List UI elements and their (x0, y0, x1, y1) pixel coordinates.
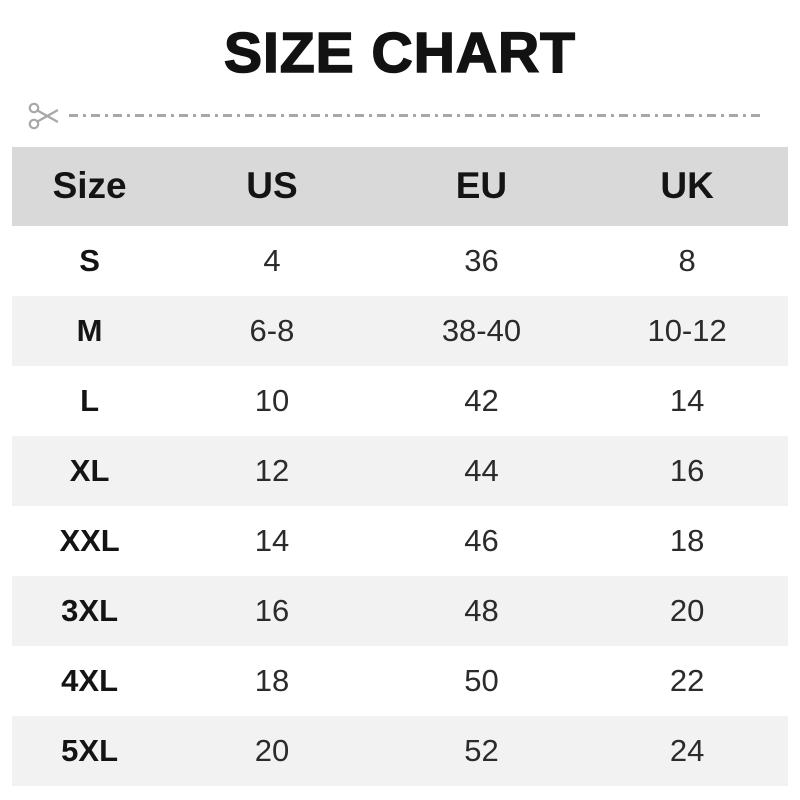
us-cell: 10 (254, 382, 290, 418)
size-chart-table: Size US EU UK S 4 36 8 M 6-8 38-40 10-12… (12, 146, 788, 786)
uk-cell: 22 (669, 662, 705, 698)
table-header: Size US EU UK (12, 146, 788, 226)
us-cell: 20 (167, 715, 377, 786)
eu-cell: 38-40 (376, 295, 587, 366)
dashed-cut-line (69, 114, 764, 118)
us-cell: 6-8 (167, 295, 377, 366)
uk-cell: 14 (669, 382, 705, 418)
size-chart-page: SIZE CHART Size US EU UK S (0, 21, 800, 800)
table-row: 5XL 20 52 24 (12, 715, 788, 786)
us-cell: 4 (263, 242, 281, 278)
size-cell: S (79, 242, 100, 278)
us-cell: 14 (254, 522, 290, 558)
eu-cell: 50 (464, 662, 499, 698)
size-cell: XL (12, 435, 168, 506)
column-header-uk: UK (586, 146, 788, 226)
uk-cell: 18 (669, 522, 705, 558)
cut-line-divider (26, 95, 786, 137)
size-cell: L (80, 382, 100, 418)
eu-cell: 46 (464, 522, 499, 558)
table-row: M 6-8 38-40 10-12 (12, 295, 788, 366)
size-cell: 5XL (12, 715, 168, 786)
uk-cell: 10-12 (586, 295, 788, 366)
column-header-size: Size (12, 146, 168, 226)
table-row: L 10 42 14 (12, 366, 788, 436)
page-title: SIZE CHART (223, 21, 576, 85)
size-cell: 3XL (12, 575, 168, 646)
eu-cell: 42 (464, 382, 499, 418)
table-row: 4XL 18 50 22 (12, 646, 788, 716)
us-cell: 12 (167, 435, 377, 506)
table-body: S 4 36 8 M 6-8 38-40 10-12 L 10 42 14 XL… (12, 226, 788, 786)
size-cell: XXL (59, 522, 120, 558)
uk-cell: 24 (586, 715, 788, 786)
uk-cell: 20 (586, 575, 788, 646)
column-header-eu: EU (376, 146, 587, 226)
scissors-icon (28, 102, 59, 129)
eu-cell: 36 (464, 242, 499, 278)
table-row: 3XL 16 48 20 (12, 575, 788, 646)
column-header-us: US (167, 146, 377, 226)
size-cell: M (12, 295, 168, 366)
us-cell: 16 (167, 575, 377, 646)
eu-cell: 44 (376, 435, 587, 506)
header-row: Size US EU UK (12, 146, 788, 226)
table-row: S 4 36 8 (12, 226, 788, 296)
eu-cell: 48 (376, 575, 587, 646)
us-cell: 18 (254, 662, 290, 698)
table-row: XXL 14 46 18 (12, 506, 788, 576)
eu-cell: 52 (376, 715, 587, 786)
uk-cell: 16 (586, 435, 788, 506)
table-row: XL 12 44 16 (12, 435, 788, 506)
size-cell: 4XL (61, 662, 119, 698)
uk-cell: 8 (678, 242, 696, 278)
